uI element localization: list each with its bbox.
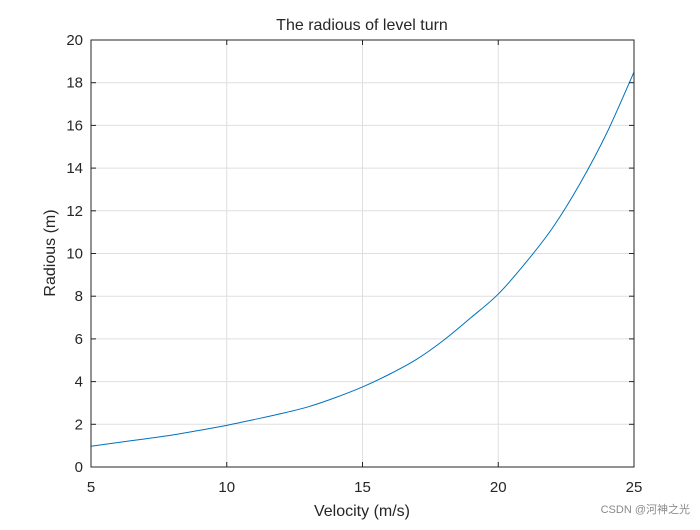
- y-tick-label: 16: [66, 117, 83, 134]
- series-line-0: [90, 71, 635, 447]
- y-tick-label: 14: [66, 160, 83, 177]
- y-tick-label: 8: [75, 288, 83, 305]
- tick-marks: [90, 39, 635, 468]
- y-tick-label: 10: [66, 246, 83, 263]
- y-tick-label: 6: [75, 331, 83, 348]
- grid-lines: [90, 39, 635, 468]
- y-tick-label: 2: [75, 416, 83, 433]
- y-tick-label: 0: [75, 459, 83, 476]
- x-tick-label: 5: [87, 479, 95, 496]
- series-layer: [90, 71, 635, 447]
- tick-labels: 5 10 15 20 25 0 2 4 6 8 10 12 14 16 18 20: [66, 32, 642, 496]
- chart-title: The radious of level turn: [276, 17, 448, 34]
- x-tick-label: 25: [626, 479, 643, 496]
- watermark-text: CSDN @河神之光: [600, 504, 690, 516]
- x-tick-label: 15: [354, 479, 371, 496]
- y-tick-label: 18: [66, 75, 83, 92]
- y-tick-label: 4: [75, 374, 83, 391]
- y-tick-label: 20: [66, 32, 83, 49]
- x-tick-label: 10: [218, 479, 235, 496]
- y-tick-label: 12: [66, 203, 83, 220]
- y-axis-label: Radious (m): [42, 209, 59, 296]
- x-tick-label: 20: [490, 479, 507, 496]
- x-axis-label: Velocity (m/s): [314, 503, 410, 520]
